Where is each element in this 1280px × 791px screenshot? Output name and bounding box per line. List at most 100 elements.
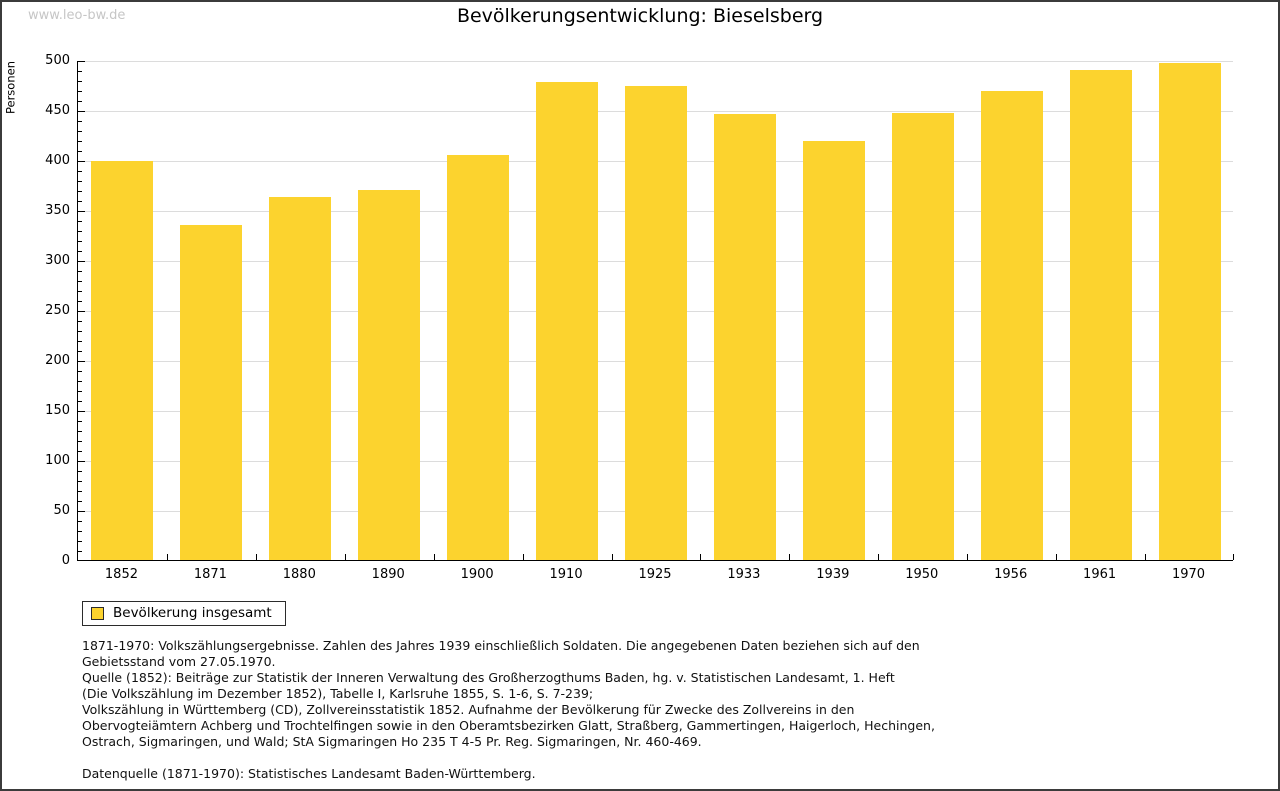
y-axis-label: Personen [3, 61, 18, 115]
y-minor-tick [78, 421, 82, 422]
footnote-line: (Die Volkszählung im Dezember 1852), Tab… [82, 686, 594, 701]
footnote-line: Datenquelle (1871-1970): Statistisches L… [82, 766, 536, 781]
chart-title: Bevölkerungsentwicklung: Bieselsberg [456, 5, 824, 27]
x-tick-label-1933: 1933 [727, 567, 761, 582]
y-major-tick-250 [78, 311, 85, 312]
watermark: www.leo-bw.de [28, 8, 126, 23]
y-minor-tick [78, 401, 82, 402]
x-tick-label-1950: 1950 [905, 567, 939, 582]
x-boundary-tick [700, 554, 701, 560]
y-tick-label-0: 0 [61, 553, 70, 568]
y-minor-tick [78, 181, 82, 182]
gridline-500 [78, 61, 1233, 62]
y-tick-label-50: 50 [53, 503, 70, 518]
y-minor-tick [78, 91, 82, 92]
y-tick-label-300: 300 [45, 253, 70, 268]
y-minor-tick [78, 131, 82, 132]
footnote-line: 1871-1970: Volkszählungsergebnisse. Zahl… [82, 638, 920, 653]
y-minor-tick [78, 381, 82, 382]
bar-1950 [891, 113, 954, 560]
x-tick-label-1970: 1970 [1171, 567, 1206, 582]
footnote-line: Ostrach, Sigmaringen, und Wald; StA Sigm… [82, 734, 702, 749]
x-boundary-tick [612, 554, 613, 560]
bar-1871 [180, 225, 243, 560]
x-tick-label-1956: 1956 [994, 567, 1028, 582]
x-boundary-tick [1056, 554, 1057, 560]
y-minor-tick [78, 321, 82, 322]
y-minor-tick [78, 501, 82, 502]
y-minor-tick [78, 141, 82, 142]
y-minor-tick [78, 221, 82, 222]
bar-1956 [980, 91, 1043, 560]
y-minor-tick [78, 521, 82, 522]
y-minor-tick [78, 441, 82, 442]
bar-1890 [358, 190, 421, 560]
footnote-line: Gebietsstand vom 27.05.1970. [82, 654, 276, 669]
x-tick-label-1900: 1900 [460, 567, 494, 582]
plot-area [77, 61, 1234, 561]
y-tick-label-400: 400 [45, 153, 70, 168]
y-major-tick-150 [78, 411, 85, 412]
bar-1925 [625, 86, 687, 560]
bar-1852 [91, 161, 154, 560]
x-boundary-tick [878, 554, 879, 560]
y-tick-label-250: 250 [45, 303, 70, 318]
y-minor-tick [78, 241, 82, 242]
y-minor-tick [78, 491, 82, 492]
y-minor-tick [78, 451, 82, 452]
y-minor-tick [78, 431, 82, 432]
y-major-tick-300 [78, 261, 85, 262]
y-minor-tick [78, 301, 82, 302]
legend: Bevölkerung insgesamt [82, 601, 286, 626]
x-boundary-tick [434, 554, 435, 560]
bar-1939 [802, 141, 865, 560]
footnote-line: Obervogteiämtern Achberg und Trochtelfin… [82, 718, 935, 733]
y-tick-label-500: 500 [45, 53, 70, 68]
x-tick-label-1880: 1880 [282, 567, 316, 582]
footnote-line: Quelle (1852): Beiträge zur Statistik de… [82, 670, 895, 685]
bar-1933 [713, 114, 776, 560]
y-tick-label-100: 100 [45, 453, 70, 468]
x-tick-label-1961: 1961 [1083, 567, 1117, 582]
y-minor-tick [78, 531, 82, 532]
y-minor-tick [78, 191, 82, 192]
x-tick-label-1852: 1852 [104, 567, 138, 582]
y-minor-tick [78, 391, 82, 392]
y-minor-tick [78, 101, 82, 102]
y-minor-tick [78, 231, 82, 232]
y-minor-tick [78, 281, 82, 282]
legend-swatch-icon [91, 606, 104, 620]
y-minor-tick [78, 331, 82, 332]
y-major-tick-100 [78, 461, 85, 462]
y-minor-tick [78, 371, 82, 372]
y-minor-tick [78, 291, 82, 292]
x-tick-label-1939: 1939 [816, 567, 850, 582]
y-tick-label-200: 200 [45, 353, 70, 368]
legend-label: Bevölkerung insgesamt [113, 605, 272, 621]
y-major-tick-400 [78, 161, 85, 162]
y-tick-label-450: 450 [45, 103, 70, 118]
footnote-line [82, 750, 935, 766]
x-tick-label-1925: 1925 [638, 567, 672, 582]
x-tick-label-1871: 1871 [193, 567, 227, 582]
y-minor-tick [78, 541, 82, 542]
y-minor-tick [78, 481, 82, 482]
y-minor-tick [78, 551, 82, 552]
y-tick-label-350: 350 [45, 203, 70, 218]
y-major-tick-50 [78, 511, 85, 512]
y-major-tick-500 [78, 61, 85, 62]
bar-1880 [269, 197, 332, 560]
x-boundary-tick [1233, 554, 1234, 560]
x-boundary-tick [1145, 554, 1146, 560]
x-boundary-tick [256, 554, 257, 560]
y-tick-label-150: 150 [45, 403, 70, 418]
y-minor-tick [78, 171, 82, 172]
x-boundary-tick [967, 554, 968, 560]
y-minor-tick [78, 81, 82, 82]
y-minor-tick [78, 271, 82, 272]
x-tick-label-1890: 1890 [371, 567, 405, 582]
y-major-tick-450 [78, 111, 85, 112]
bar-1961 [1069, 70, 1132, 560]
y-minor-tick [78, 351, 82, 352]
